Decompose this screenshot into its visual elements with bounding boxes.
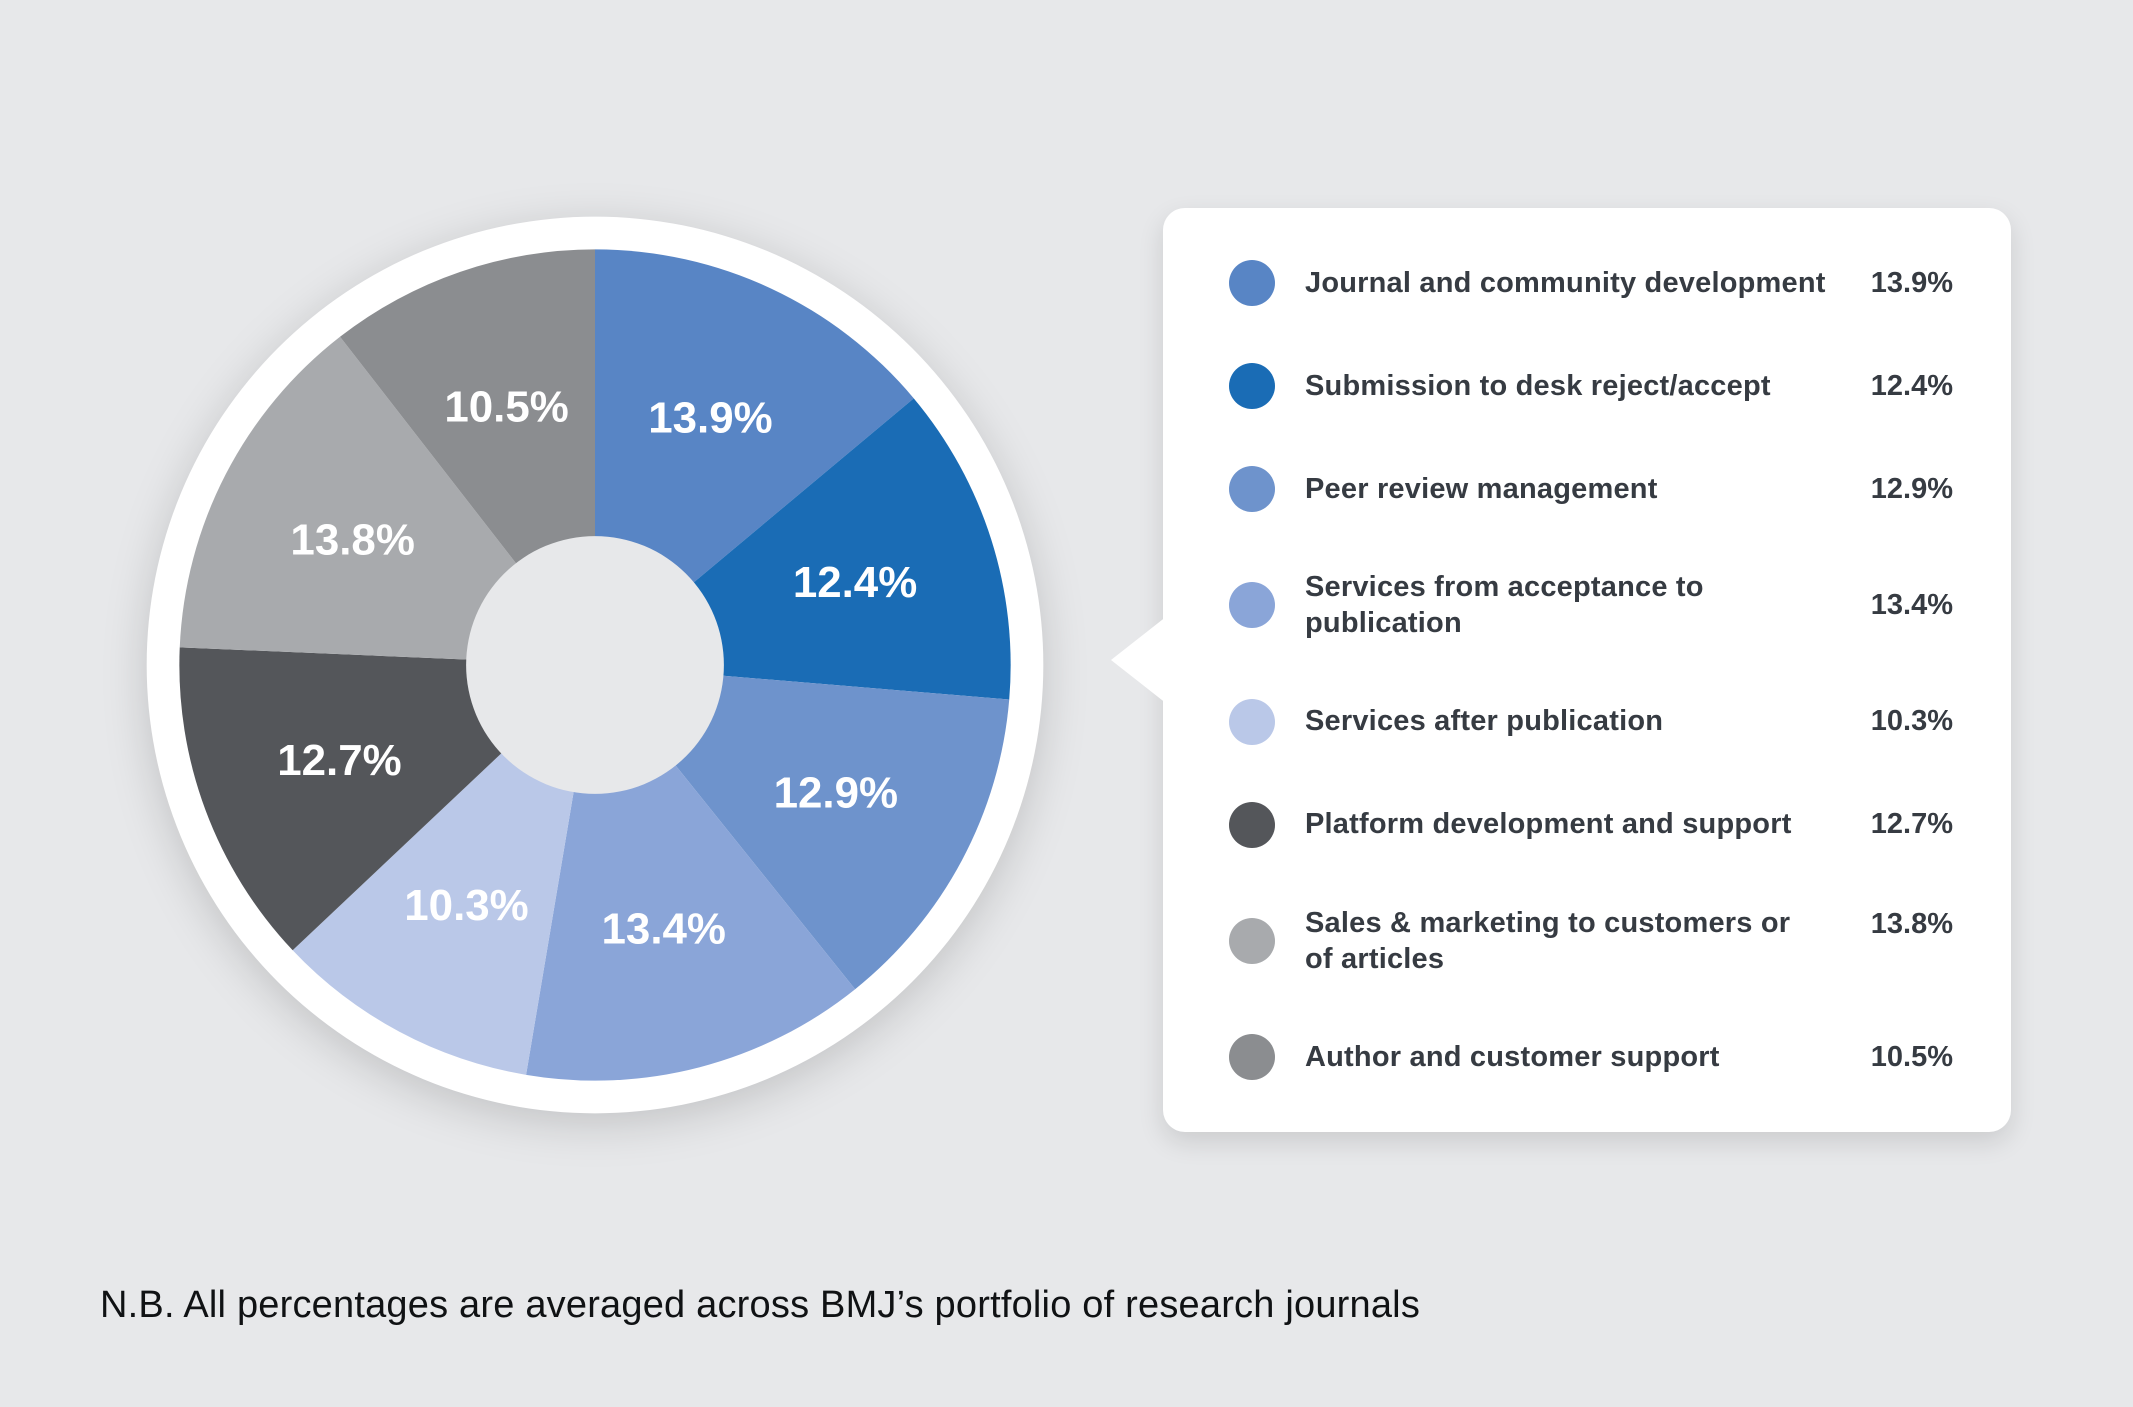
legend-percent: 12.7%: [1870, 808, 1953, 840]
legend-swatch-icon: [1229, 466, 1275, 512]
legend-swatch-icon: [1229, 1034, 1275, 1080]
legend-swatch-icon: [1229, 698, 1275, 745]
pie-hole: [466, 536, 724, 794]
legend-percent: 12.4%: [1870, 369, 1953, 402]
legend-label: Peer review management: [1305, 471, 1847, 507]
donut-chart-svg: 13.9% 12.4% 12.9% 13.4% 10.3% 12.7% 13.8% 10.5%: [146, 216, 1044, 1114]
legend-label-line1: Journal and community development: [1305, 266, 1826, 299]
legend-label-line1: Sales & marketing to customers or: [1305, 906, 1791, 939]
pie-slice: [179, 336, 596, 665]
legend-percent: 13.9%: [1870, 266, 1953, 299]
pie-label: 12.9%: [774, 769, 898, 818]
legend-label: Submission to desk reject/accept: [1305, 368, 1847, 404]
legend-label-line1: Peer review management: [1305, 472, 1658, 505]
legend-label: Platform development and support: [1305, 806, 1847, 842]
legend-swatch-icon: [1229, 801, 1275, 848]
legend-item: Peer review management 12.9%: [1229, 466, 1953, 512]
legend-label: Services after publication: [1305, 703, 1847, 739]
pie-label: 12.7%: [277, 736, 401, 785]
legend-item: Services after publication 10.3%: [1229, 698, 1953, 745]
pie-slice: [595, 665, 1010, 990]
legend-percent: 10.5%: [1870, 1040, 1953, 1073]
legend-item: Platform development and support 12.7%: [1229, 801, 1953, 848]
legend-item: Journal and community development 13.9%: [1229, 260, 1953, 306]
legend-item: Submission to desk reject/accept 12.4%: [1229, 363, 1953, 409]
legend-item: Services from acceptance to publication …: [1229, 569, 1953, 642]
donut-chart: 13.9% 12.4% 12.9% 13.4% 10.3% 12.7% 13.8% 10.5%: [128, 198, 1062, 1132]
footnote: N.B. All percentages are averaged across…: [100, 1284, 1421, 1326]
legend-item: Author and customer support 10.5%: [1229, 1034, 1953, 1080]
legend-label-line1: Author and customer support: [1305, 1040, 1720, 1073]
legend-card: Journal and community development 13.9% …: [1111, 208, 2011, 1132]
pie-label: 10.5%: [444, 383, 568, 432]
legend-label-line1: Platform development and support: [1305, 808, 1792, 841]
legend-percent: 10.3%: [1870, 705, 1953, 737]
pie-label: 10.3%: [404, 881, 528, 930]
legend-pointer-icon: [1111, 616, 1167, 704]
pie-label: 13.8%: [290, 515, 414, 564]
legend-swatch-icon: [1229, 917, 1275, 964]
pie-label: 12.4%: [793, 558, 917, 607]
legend-swatch-icon: [1229, 260, 1275, 306]
legend-label-line1: Submission to desk reject/accept: [1305, 369, 1771, 402]
legend-label: Services from acceptance to publication: [1305, 569, 1847, 642]
legend-label: Author and customer support: [1305, 1039, 1847, 1075]
legend-label-line2: of articles: [1305, 942, 1445, 975]
legend-label-line1: Services from acceptance to publication: [1305, 571, 1704, 640]
legend-swatch-icon: [1229, 363, 1275, 409]
legend-label: Sales & marketing to customers or of arti…: [1305, 905, 1847, 978]
pie-label: 13.4%: [602, 904, 726, 953]
pie-slice: [595, 249, 914, 665]
legend-swatch-icon: [1229, 582, 1275, 629]
legend-percent: 12.9%: [1870, 472, 1953, 505]
pie-label: 13.9%: [648, 393, 772, 442]
legend-percent: 13.8%: [1870, 907, 1953, 940]
legend-item: Sales & marketing to customers or of arti…: [1229, 905, 1953, 978]
legend-label: Journal and community development: [1305, 265, 1847, 301]
legend-list: Journal and community development 13.9% …: [1229, 260, 1953, 1080]
legend-label-line1: Services after publication: [1305, 705, 1664, 738]
legend-percent: 13.4%: [1870, 588, 1953, 621]
